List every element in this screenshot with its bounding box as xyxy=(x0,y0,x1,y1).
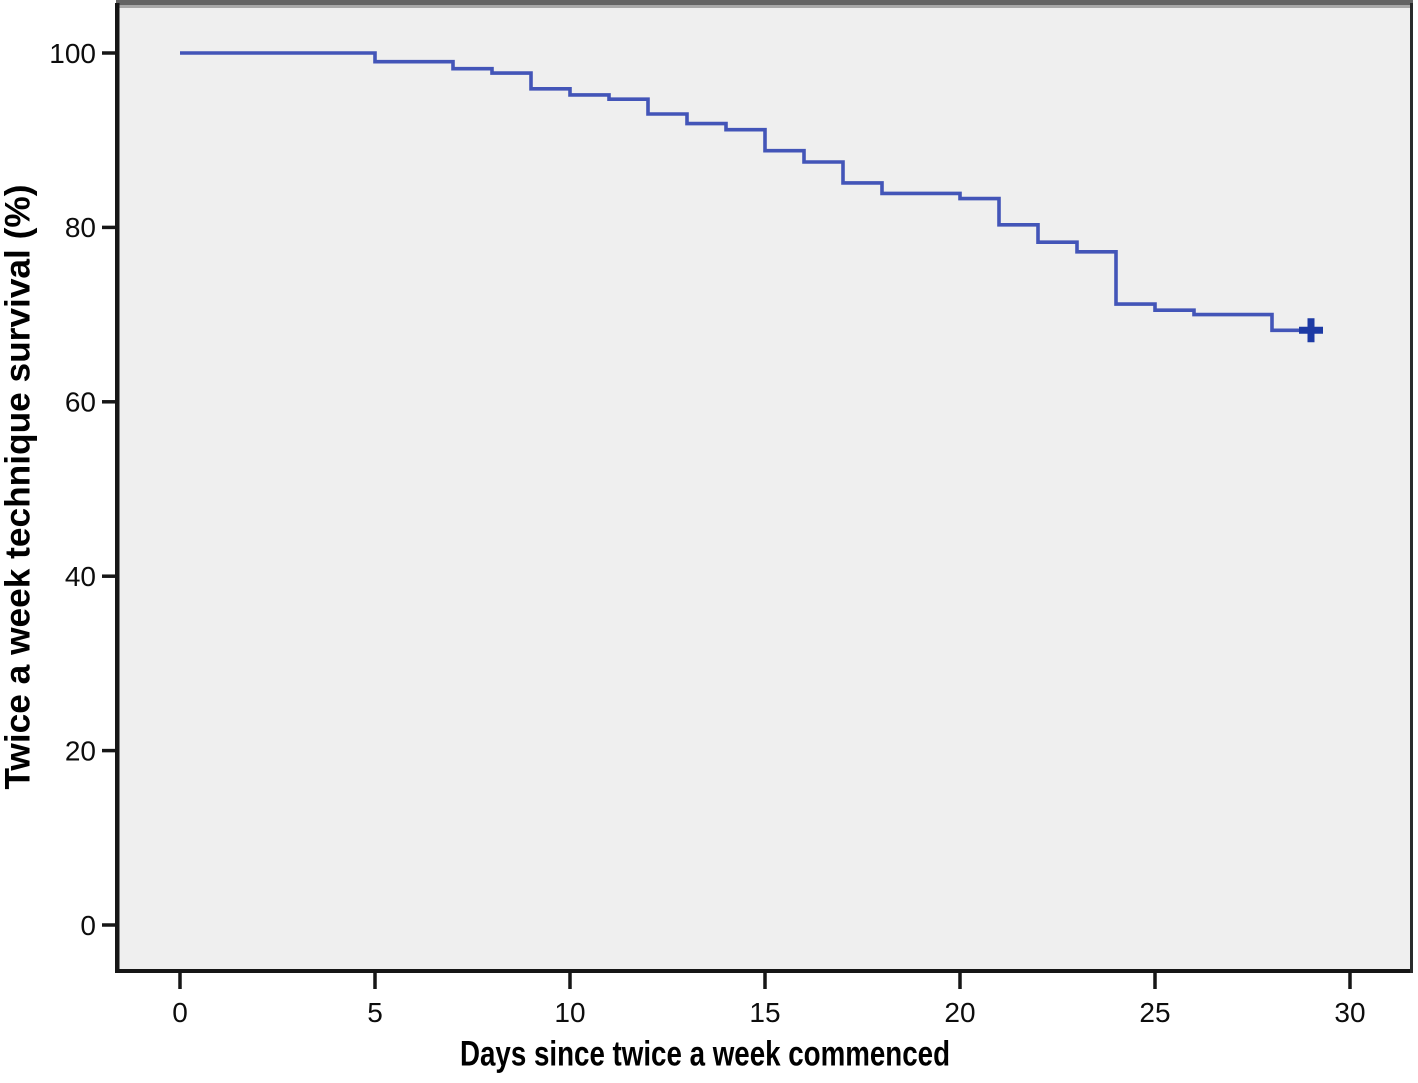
x-tick-label: 15 xyxy=(749,997,780,1028)
x-tick-label: 30 xyxy=(1334,997,1365,1028)
plot-frame-top-highlight xyxy=(116,5,1413,8)
y-tick-label: 60 xyxy=(65,387,96,418)
x-tick-label: 0 xyxy=(172,997,188,1028)
y-tick-label: 20 xyxy=(65,735,96,766)
x-tick-label: 5 xyxy=(367,997,383,1028)
x-axis-line xyxy=(115,969,1413,973)
censor-plus-mark xyxy=(1299,318,1323,343)
plot-frame-right xyxy=(1410,3,1413,973)
x-tick-label: 20 xyxy=(944,997,975,1028)
x-axis-ticks: 0 5 10 15 20 25 30 xyxy=(172,972,1366,1028)
survival-curve xyxy=(180,51,1323,333)
y-axis-title: Twice a week technique survival (%) xyxy=(0,185,37,790)
plot-frame-top xyxy=(116,0,1413,5)
y-tick-label: 0 xyxy=(80,910,96,941)
y-tick-label: 80 xyxy=(65,212,96,243)
y-axis-line xyxy=(115,3,120,972)
x-tick-label: 25 xyxy=(1139,997,1170,1028)
plot-area xyxy=(115,0,1413,973)
censor-marks xyxy=(1299,318,1323,343)
x-axis-title: Days since twice a week commenced xyxy=(460,1034,950,1073)
y-axis-ticks: 0 20 40 60 80 100 xyxy=(49,38,116,941)
y-tick-label: 40 xyxy=(65,561,96,592)
plot-background xyxy=(116,7,1412,970)
x-tick-label: 10 xyxy=(554,997,585,1028)
y-tick-label: 100 xyxy=(49,38,96,69)
